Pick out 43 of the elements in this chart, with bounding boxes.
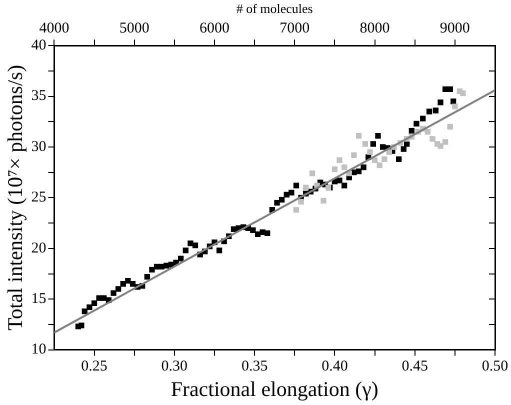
x2-tick-label: 9000 [440, 20, 470, 37]
x-tick-label: 0.50 [482, 358, 508, 375]
point [367, 149, 373, 155]
point [460, 90, 466, 96]
x-axis-title: Fractional elongation (γ) [170, 376, 378, 401]
y-tick-label: 10 [31, 342, 46, 358]
point [430, 136, 436, 142]
point [356, 133, 362, 139]
point [424, 128, 431, 135]
point [438, 143, 444, 149]
y-tick-label: 35 [31, 88, 46, 104]
point [447, 124, 453, 130]
point [332, 166, 338, 172]
point [442, 139, 448, 145]
point [362, 141, 368, 147]
y-tick-label: 30 [31, 138, 46, 155]
y-axis-title: Total intensity (10⁷× photons/s) [3, 64, 28, 331]
x-tick-label: 0.25 [81, 358, 108, 375]
x2-tick-label: 8000 [360, 20, 390, 37]
x2-tick-label: 5000 [119, 20, 150, 37]
point [376, 162, 382, 168]
point [309, 170, 316, 176]
y-tick-label: 40 [31, 38, 46, 54]
point [351, 152, 357, 158]
point [452, 104, 458, 110]
x-tick-label: 0.35 [241, 358, 268, 375]
point [298, 198, 304, 205]
point [336, 157, 342, 164]
point [382, 156, 388, 162]
y-tick-label: 20 [31, 240, 46, 256]
point [293, 207, 300, 213]
y-tick-label: 25 [31, 190, 46, 206]
x2-tick-label: 7000 [280, 20, 310, 37]
x-tick-label: 0.30 [161, 358, 188, 375]
x2-axis-title: # of molecules [236, 1, 313, 16]
y-tick-label: 15 [31, 291, 46, 308]
x-tick-label: 0.45 [402, 358, 428, 375]
x-tick-label: 0.40 [322, 358, 348, 375]
point [320, 198, 326, 204]
x2-tick-label: 6000 [199, 20, 230, 37]
point [342, 164, 348, 170]
point [303, 184, 309, 190]
x2-tick-label: 4000 [39, 20, 70, 37]
